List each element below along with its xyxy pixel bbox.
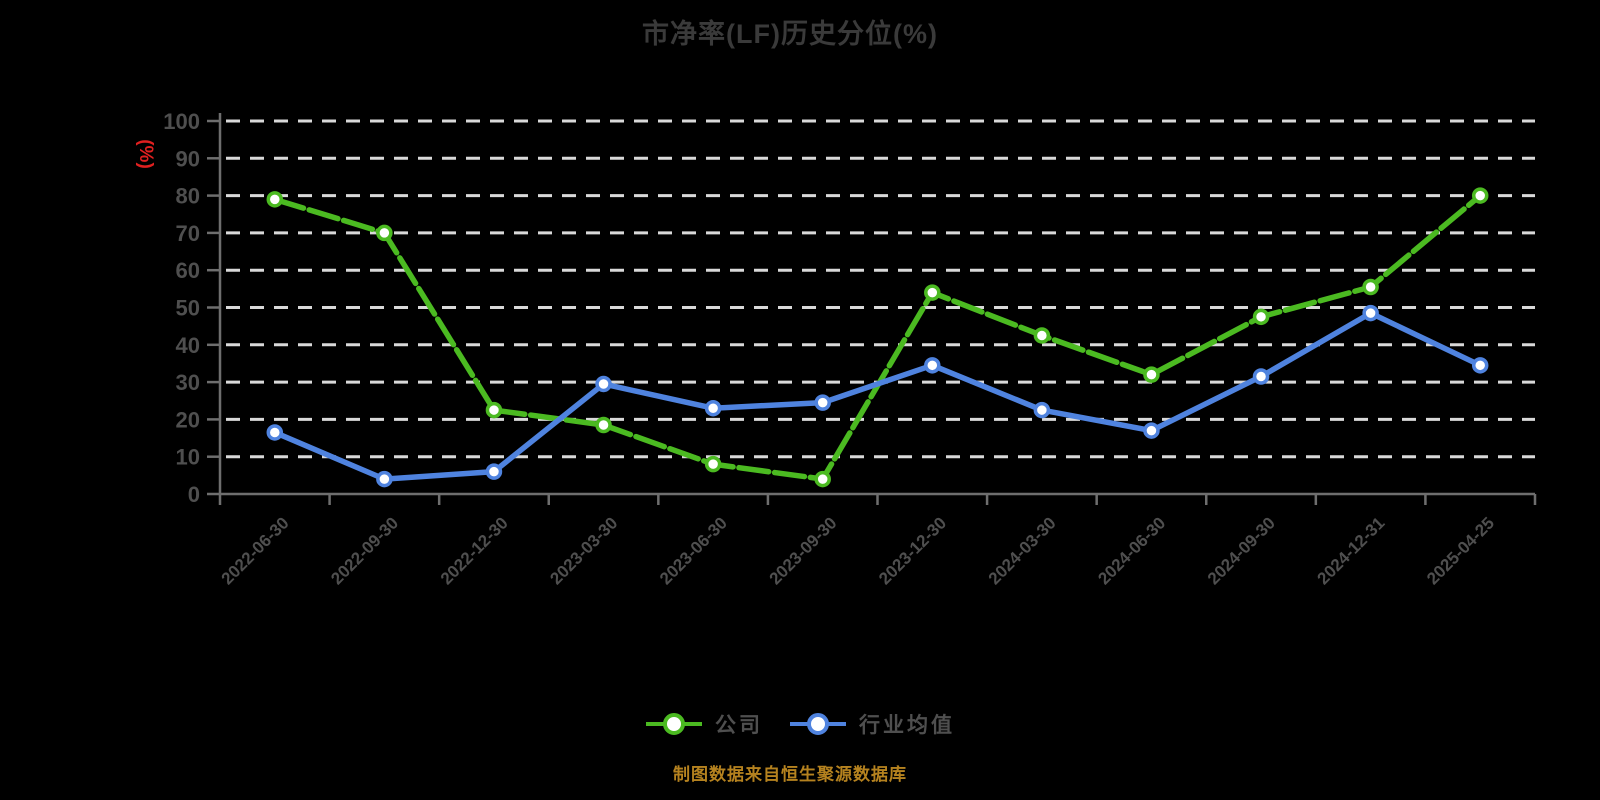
y-tick-label-40: 40 bbox=[176, 333, 200, 358]
x-tick-label-2024-03-30: 2024-03-30 bbox=[985, 513, 1060, 588]
line-chart-plot-area: 0 10 20 30 40 50 60 70 80 90 100 2022-06-30 2022-09-… bbox=[163, 109, 1537, 588]
y-tick-label-10: 10 bbox=[176, 445, 200, 470]
y-tick-label-30: 30 bbox=[176, 370, 200, 395]
data-point-0-2022-09-30 bbox=[376, 224, 393, 242]
legend-item-company[interactable]: 公司 bbox=[645, 709, 763, 739]
data-point-1-2023-09-30 bbox=[814, 394, 831, 411]
y-tick-label-60: 60 bbox=[176, 258, 200, 283]
x-tick-label-2024-06-30: 2024-06-30 bbox=[1094, 513, 1169, 588]
industry-average-line-marker-icon bbox=[790, 713, 846, 735]
x-tick-label-2024-09-30: 2024-09-30 bbox=[1204, 513, 1279, 588]
y-tick-label-70: 70 bbox=[176, 221, 200, 246]
data-point-1-2022-12-30 bbox=[485, 463, 503, 480]
data-point-1-2022-06-30 bbox=[266, 424, 284, 441]
data-point-1-2023-12-30 bbox=[924, 357, 941, 374]
x-tick-label-2022-09-30: 2022-09-30 bbox=[327, 513, 402, 588]
data-point-1-2024-06-30 bbox=[1143, 422, 1160, 439]
y-tick-label-90: 90 bbox=[176, 146, 200, 171]
y-tick-label-20: 20 bbox=[176, 407, 200, 432]
data-point-0-2024-03-30 bbox=[1033, 327, 1051, 344]
data-point-0-2022-12-30 bbox=[485, 401, 503, 419]
data-point-1-2022-09-30 bbox=[376, 470, 393, 488]
data-point-1-2024-12-31 bbox=[1362, 304, 1379, 322]
y-tick-label-80: 80 bbox=[176, 184, 200, 209]
data-point-0-2022-06-30 bbox=[266, 191, 284, 208]
x-tick-label-2024-12-31: 2024-12-31 bbox=[1314, 513, 1389, 588]
data-point-0-2023-03-30 bbox=[595, 416, 612, 434]
axis-lines bbox=[218, 113, 1535, 496]
data-point-0-2023-06-30 bbox=[704, 455, 722, 473]
data-point-0-2024-06-30 bbox=[1143, 366, 1160, 383]
legend-item-industry-average[interactable]: 行业均值 bbox=[789, 709, 955, 739]
series-line-0 bbox=[272, 192, 1483, 482]
data-point-0-2023-09-30 bbox=[814, 470, 831, 488]
data-point-0-2023-12-30 bbox=[924, 284, 941, 301]
data-source-note: 制图数据来自恒生聚源数据库 bbox=[673, 765, 907, 784]
company-line-marker-icon bbox=[646, 713, 702, 735]
x-tick-label-2025-04-25: 2025-04-25 bbox=[1423, 513, 1498, 588]
data-point-1-2024-09-30 bbox=[1252, 368, 1270, 385]
data-point-0-2024-12-31 bbox=[1362, 278, 1379, 296]
y-tick-label-100: 100 bbox=[163, 109, 200, 134]
series-line-1 bbox=[272, 310, 1483, 482]
x-tick-label-2023-03-30: 2023-03-30 bbox=[546, 513, 621, 588]
legend-label-company: 公司 bbox=[715, 714, 763, 737]
data-point-1-2024-03-30 bbox=[1033, 401, 1051, 419]
chart-legend: 公司 行业均值 bbox=[0, 701, 1600, 747]
data-point-1-2025-04-25 bbox=[1471, 357, 1489, 374]
x-tick-label-2023-09-30: 2023-09-30 bbox=[766, 513, 841, 588]
y-tick-label-0: 0 bbox=[188, 482, 200, 507]
x-tick-label-2022-06-30: 2022-06-30 bbox=[218, 513, 293, 588]
x-tick-label-2022-12-30: 2022-12-30 bbox=[437, 513, 512, 588]
data-point-0-2025-04-25 bbox=[1471, 187, 1489, 204]
y-tick-label-50: 50 bbox=[176, 296, 200, 321]
x-tick-label-2023-06-30: 2023-06-30 bbox=[656, 513, 731, 588]
data-point-1-2023-06-30 bbox=[704, 399, 722, 417]
chart-title: 市净率(LF)历史分位(%) bbox=[642, 19, 938, 49]
x-tick-label-2023-12-30: 2023-12-30 bbox=[875, 513, 950, 588]
data-point-0-2024-09-30 bbox=[1252, 308, 1270, 326]
legend-label-industry-average: 行业均值 bbox=[859, 714, 955, 737]
data-point-1-2023-03-30 bbox=[595, 375, 612, 393]
